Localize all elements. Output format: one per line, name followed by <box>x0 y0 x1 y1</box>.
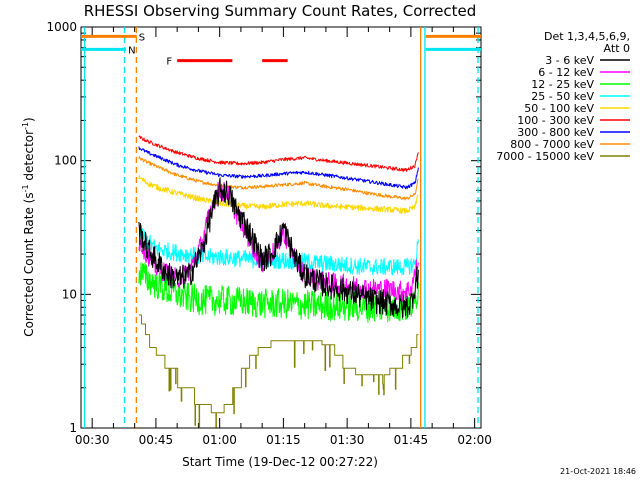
legend-entry: 25 - 50 keV <box>531 90 594 103</box>
y-tick-label: 1000 <box>46 20 77 34</box>
y-axis-label-mid: detector <box>22 130 36 185</box>
chart-title: RHESSI Observing Summary Count Rates, Co… <box>84 2 477 20</box>
y-axis-label-main: Corrected Count Rate (s <box>22 192 36 336</box>
x-tick-label: 01:00 <box>202 433 237 447</box>
x-tick-label: 01:15 <box>266 433 301 447</box>
series-line <box>138 156 419 201</box>
legend-entry: 50 - 100 keV <box>524 102 594 115</box>
x-tick-label: 01:30 <box>330 433 365 447</box>
series-line <box>138 177 419 319</box>
series-line <box>138 224 419 276</box>
series-line <box>138 174 419 214</box>
event-lines <box>83 27 479 428</box>
legend-entry: 3 - 6 keV <box>545 54 594 67</box>
y-tick-label: 10 <box>62 287 77 301</box>
generated-timestamp: 21-Oct-2021 18:46 <box>560 467 636 476</box>
legend-header-detectors: Det 1,3,4,5,6,9, <box>544 30 630 43</box>
series-line <box>138 135 419 172</box>
x-axis-label: Start Time (19-Dec-12 00:27:22) <box>182 455 378 469</box>
y-axis-label-sup1: -1 <box>21 184 30 192</box>
x-tick-label: 00:30 <box>75 433 110 447</box>
y-tick-label: 100 <box>54 154 77 168</box>
x-tick-label: 01:45 <box>394 433 429 447</box>
x-tick-label: 02:00 <box>457 433 492 447</box>
x-axis: 00:30 00:45 01:00 01:15 01:30 01:45 02:00 <box>75 27 492 447</box>
legend-entry: 6 - 12 keV <box>538 66 594 79</box>
y-axis-label-end: ) <box>22 117 36 122</box>
legend-entry: 12 - 25 keV <box>531 78 594 91</box>
series-line <box>138 146 419 190</box>
flag-bars: SN F <box>81 32 481 68</box>
y-axis-label: Corrected Count Rate (s-1 detector-1) <box>21 117 36 336</box>
legend-header-attenuator: Att 0 <box>604 42 630 55</box>
y-axis-label-sup2: -1 <box>21 122 30 130</box>
series-line <box>138 314 419 428</box>
series-lines <box>138 135 419 428</box>
legend-entry: 100 - 300 keV <box>517 114 594 127</box>
plot-area <box>80 26 482 429</box>
plot-frame <box>80 26 482 429</box>
legend-entry: 800 - 7000 keV <box>510 138 594 151</box>
legend-entry: 300 - 800 keV <box>517 126 594 139</box>
flag-label: S <box>139 32 145 43</box>
flag-label: F <box>166 57 172 68</box>
legend-entry: 7000 - 15000 keV <box>496 150 594 163</box>
y-tick-label: 1 <box>69 421 77 435</box>
y-axis: 1 10 100 1000 <box>46 20 481 435</box>
flag-label: N <box>128 45 135 56</box>
x-tick-label: 00:45 <box>139 433 174 447</box>
